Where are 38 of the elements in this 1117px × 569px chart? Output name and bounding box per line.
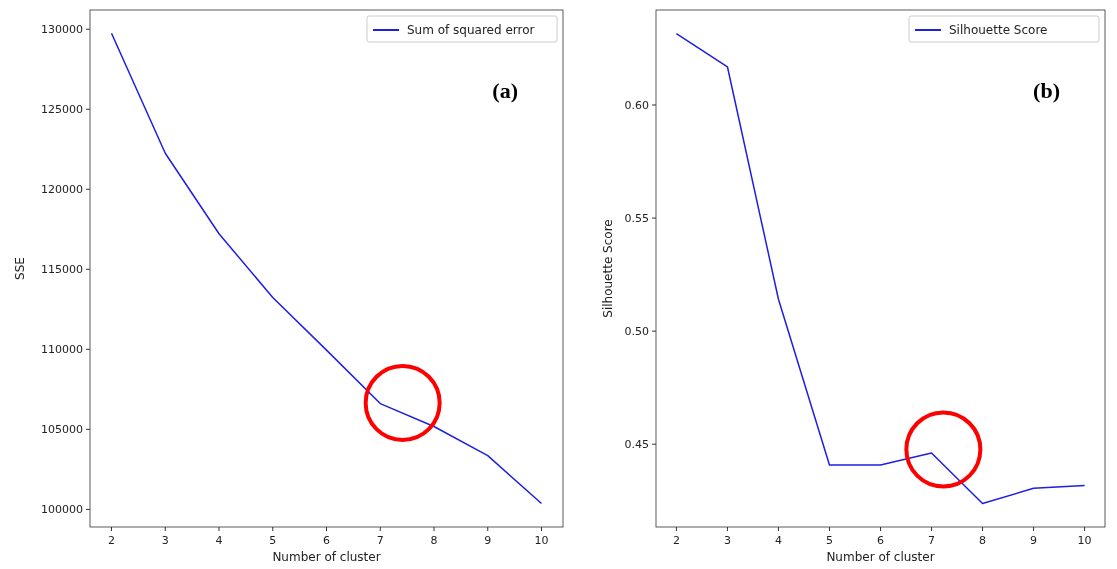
x-tick-label: 9 [484, 534, 492, 547]
x-tick-label: 3 [161, 534, 169, 547]
x-tick-label: 8 [430, 534, 438, 547]
y-tick-label: 120000 [41, 183, 83, 197]
x-tick-label: 2 [108, 534, 115, 547]
y-tick-label: 110000 [41, 343, 83, 357]
x-tick-label: 5 [825, 534, 833, 547]
x-tick-label: 4 [774, 534, 782, 547]
y-tick-label: 130000 [41, 23, 83, 37]
y-axis-title: SSE [13, 257, 27, 280]
y-tick-label: 105000 [41, 423, 83, 437]
line-series [675, 32, 1086, 505]
y-tick-label: 0.55 [624, 212, 649, 226]
x-tick-label: 6 [323, 534, 330, 547]
x-tick-label: 2 [672, 534, 680, 547]
x-tick-label: 10 [1077, 534, 1092, 547]
y-tick-label: 125000 [41, 103, 83, 117]
y-tick-label: 0.50 [624, 325, 649, 339]
y-tick-label: 0.60 [624, 98, 649, 112]
x-tick-label: 3 [723, 534, 731, 547]
x-tick-label: 10 [534, 534, 549, 547]
x-tick-label: 9 [1030, 534, 1038, 547]
legend-label: Sum of squared error [407, 23, 535, 37]
legend-label: Silhouette Score [949, 23, 1048, 37]
annotation: (a) [492, 78, 518, 103]
y-tick-label: 0.45 [624, 438, 649, 452]
x-tick-label: 7 [928, 534, 936, 547]
y-tick-label: 100000 [41, 503, 83, 517]
x-axis-title: Number of cluster [826, 550, 935, 564]
y-tick-label: 115000 [41, 263, 83, 277]
x-axis-title: Number of cluster [272, 550, 381, 564]
y-axis-title: Silhouette Score [601, 219, 615, 318]
x-tick-label: 6 [877, 534, 884, 547]
annotation: (b) [1033, 78, 1060, 103]
x-tick-label: 5 [269, 534, 277, 547]
x-tick-label: 8 [979, 534, 987, 547]
x-tick-label: 4 [215, 534, 223, 547]
x-tick-label: 7 [376, 534, 384, 547]
